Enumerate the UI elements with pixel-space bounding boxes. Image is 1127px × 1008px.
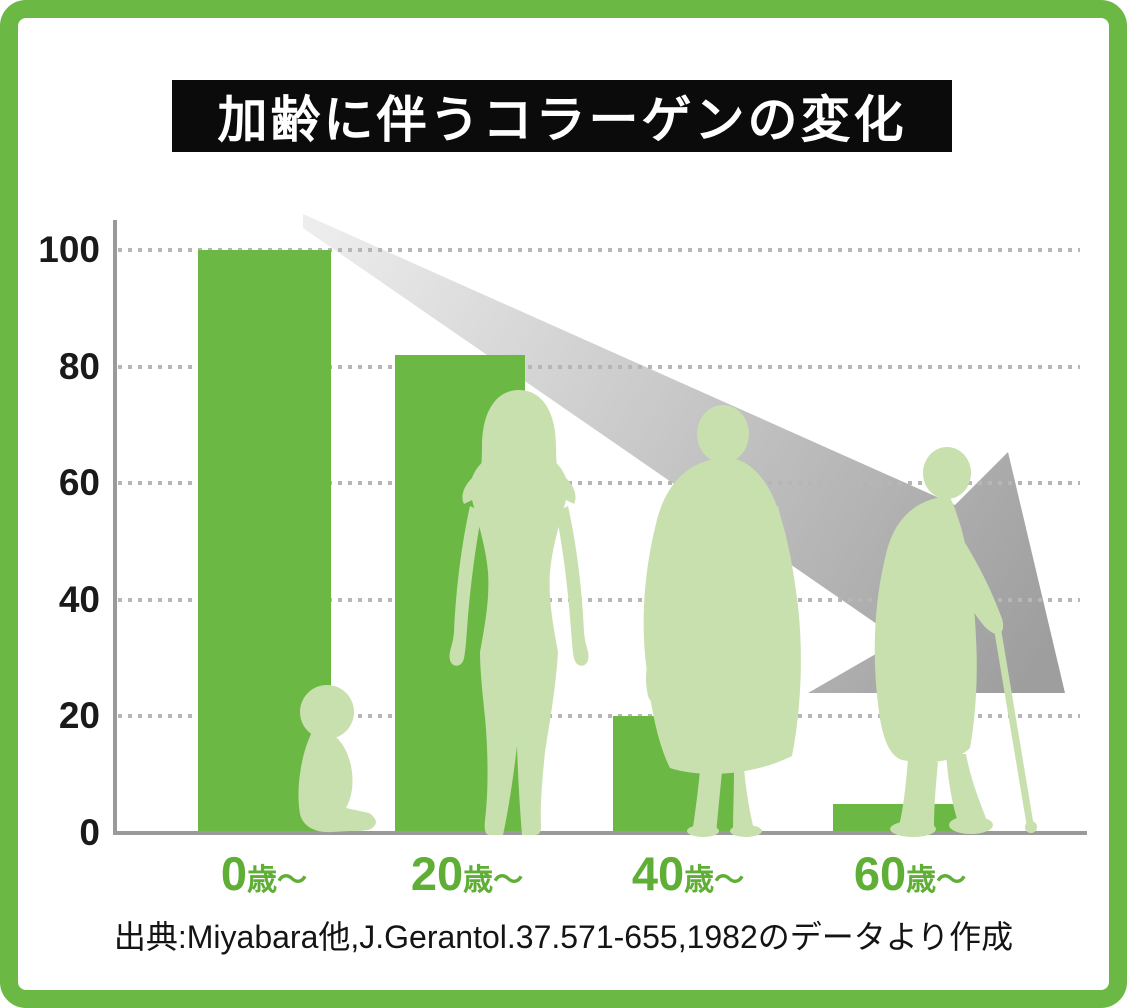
y-tick-label-0: 0 [79, 812, 100, 853]
bar-60歳〜 [833, 803, 960, 831]
x-tick-number: 20 [410, 847, 464, 900]
x-tick-number: 40 [631, 847, 685, 900]
y-tick-label-80: 80 [58, 345, 100, 387]
x-tick-label-40: 40歳〜 [568, 846, 808, 901]
y-axis-line [113, 220, 117, 835]
cane [992, 616, 1034, 828]
x-tick-label-20: 20歳〜 [347, 846, 587, 901]
x-tick-suffix: 歳〜 [463, 864, 524, 897]
bar-40歳〜 [613, 716, 740, 831]
x-axis-line [113, 831, 1087, 835]
y-tick-label-100: 100 [38, 229, 100, 270]
bar-20歳〜 [395, 354, 525, 831]
x-tick-suffix: 歳〜 [906, 864, 967, 897]
x-tick-suffix: 歳〜 [247, 864, 308, 897]
bar-0歳〜 [198, 250, 331, 831]
y-tick-label-60: 60 [58, 462, 100, 504]
x-tick-number: 60 [853, 847, 907, 900]
source-note: 出典:Miyabara他,J.Gerantol.37.571-655,1982の… [113, 919, 1014, 955]
y-tick-label-20: 20 [58, 695, 100, 737]
silhouette-woman-60s [874, 447, 1037, 837]
x-tick-label-0: 0歳〜 [144, 846, 384, 901]
gridline-20 [118, 714, 1080, 719]
y-tick-label-40: 40 [58, 578, 100, 620]
bag [645, 646, 688, 712]
page-title: 加齢に伴うコラーゲンの変化 [217, 92, 907, 148]
title-banner: 加齢に伴うコラーゲンの変化 [172, 80, 952, 152]
x-tick-number: 0 [220, 847, 248, 900]
x-tick-suffix: 歳〜 [684, 864, 745, 897]
x-tick-label-60: 60歳〜 [790, 846, 1030, 901]
